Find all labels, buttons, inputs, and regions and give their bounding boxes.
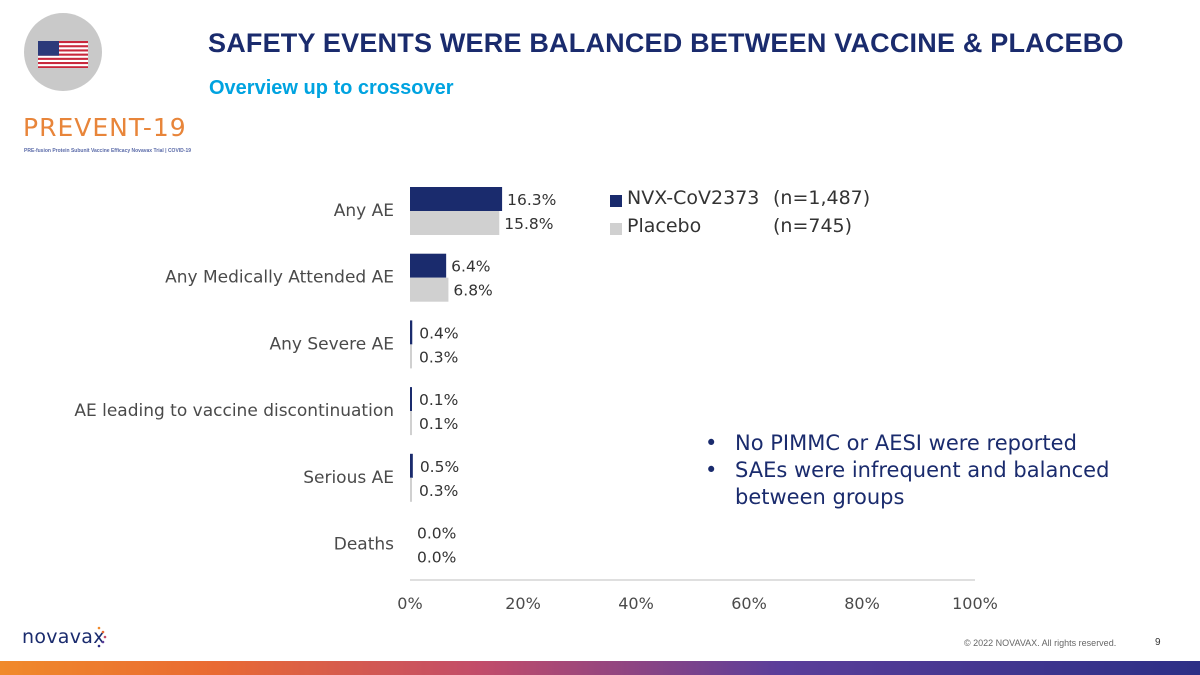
- category-label: Any AE: [334, 201, 394, 221]
- legend-label-vaccine: NVX-CoV2373: [627, 187, 760, 209]
- copyright-text: © 2022 NOVAVAX. All rights reserved.: [964, 638, 1117, 648]
- bar-vaccine: [410, 387, 412, 412]
- data-label: 0.1%: [419, 391, 458, 409]
- data-label: 0.3%: [419, 482, 458, 500]
- category-label: Any Medically Attended AE: [165, 268, 394, 288]
- legend-label-placebo: Placebo: [627, 215, 702, 237]
- legend-swatch-placebo: [610, 223, 622, 235]
- bar-vaccine: [410, 453, 413, 478]
- data-label: 0.4%: [419, 324, 458, 342]
- data-label: 0.0%: [417, 525, 456, 543]
- finding-item: No PIMMC or AESI were reported: [705, 430, 1155, 457]
- x-tick-label: 20%: [505, 594, 541, 613]
- data-label: 0.5%: [420, 458, 459, 476]
- category-label: Any Severe AE: [270, 334, 395, 354]
- category-label: AE leading to vaccine discontinuation: [74, 401, 394, 421]
- data-label: 0.0%: [417, 549, 456, 567]
- trial-brand-name: PREVENT-19: [23, 113, 187, 142]
- x-tick-label: 100%: [952, 594, 998, 613]
- x-tick-label: 40%: [618, 594, 654, 613]
- data-label: 6.4%: [451, 258, 490, 276]
- bar-vaccine: [410, 320, 413, 345]
- novavax-logo: novavax: [22, 622, 112, 662]
- x-tick-label: 0%: [397, 594, 422, 613]
- bar-placebo: [410, 277, 449, 302]
- trial-brand-tagline: PRE-fusion Protein Subunit Vaccine Effic…: [24, 148, 192, 154]
- key-findings-list: No PIMMC or AESI were reported SAEs were…: [705, 430, 1155, 511]
- legend-n-vaccine: (n=1,487): [773, 187, 871, 209]
- x-tick-label: 60%: [731, 594, 767, 613]
- data-label: 6.8%: [453, 282, 492, 300]
- us-flag-icon: [38, 41, 88, 68]
- finding-item: SAEs were infrequent and balanced betwee…: [705, 457, 1155, 511]
- bottom-gradient-bar: [0, 661, 1200, 675]
- bar-placebo: [410, 477, 412, 502]
- bar-placebo: [410, 344, 412, 369]
- data-label: 0.1%: [419, 415, 458, 433]
- country-flag-badge: [24, 13, 102, 91]
- data-label: 0.3%: [419, 348, 458, 366]
- legend-swatch-vaccine: [610, 195, 622, 207]
- logo-wordmark: novavax: [22, 626, 105, 648]
- page-subtitle: Overview up to crossover: [209, 77, 454, 99]
- page-number: 9: [1155, 637, 1161, 648]
- category-label: Deaths: [334, 535, 394, 555]
- bar-placebo: [410, 211, 500, 235]
- data-label: 16.3%: [507, 191, 556, 209]
- bar-placebo: [410, 411, 412, 436]
- category-label: Serious AE: [303, 468, 394, 488]
- x-tick-label: 80%: [844, 594, 880, 613]
- page-title: SAFETY EVENTS WERE BALANCED BETWEEN VACC…: [208, 28, 1124, 58]
- data-label: 15.8%: [504, 215, 553, 233]
- bar-vaccine: [410, 253, 447, 278]
- bar-vaccine: [410, 187, 503, 211]
- legend-n-placebo: (n=745): [773, 215, 853, 237]
- logo-dots-icon: [97, 626, 107, 648]
